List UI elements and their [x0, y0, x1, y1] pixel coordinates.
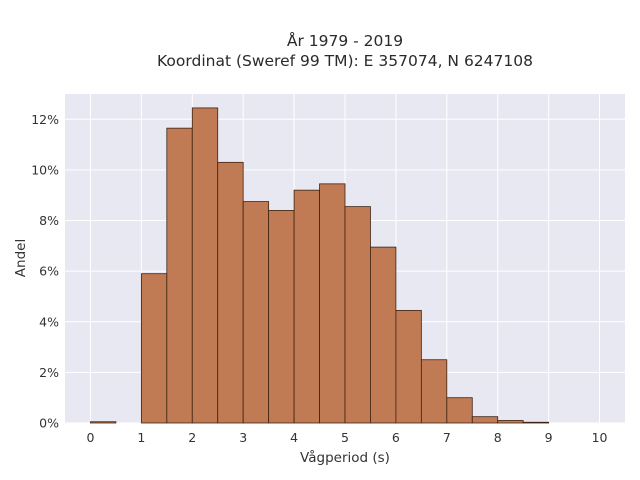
y-tick-label: 8%	[39, 213, 59, 228]
histogram-bar	[242, 201, 270, 424]
y-tick-label: 0%	[39, 416, 59, 431]
x-tick-label: 1	[137, 430, 145, 445]
histogram-bar	[471, 416, 499, 424]
x-axis-ticks: 0 1 2 3 4 5 6 7 8 9 10	[86, 430, 607, 445]
histogram-bars	[90, 107, 550, 424]
x-tick-label: 0	[86, 430, 94, 445]
x-tick-label: 6	[392, 430, 400, 445]
y-tick-label: 10%	[31, 162, 59, 177]
chart-title-line-1: År 1979 - 2019	[287, 31, 403, 50]
y-tick-label: 6%	[39, 264, 59, 279]
y-tick-label: 4%	[39, 314, 59, 329]
histogram-bar	[522, 421, 550, 424]
y-tick-label: 12%	[31, 112, 59, 127]
histogram-bar	[268, 210, 295, 424]
histogram-bar	[446, 397, 473, 424]
histogram-bar	[293, 189, 320, 424]
x-tick-label: 9	[545, 430, 553, 445]
histogram-bar	[319, 183, 346, 424]
chart-title: År 1979 - 2019 Koordinat (Sweref 99 TM):…	[157, 31, 533, 70]
chart-title-line-2: Koordinat (Sweref 99 TM): E 357074, N 62…	[157, 52, 533, 70]
histogram-bar	[395, 309, 422, 424]
histogram-bar	[166, 127, 193, 424]
x-tick-label: 7	[443, 430, 451, 445]
histogram-bar	[420, 359, 448, 424]
histogram-bar	[90, 421, 117, 424]
x-tick-label: 2	[188, 430, 196, 445]
x-tick-label: 3	[239, 430, 247, 445]
y-axis-ticks: 0% 2% 4% 6% 8% 10% 12%	[31, 112, 59, 431]
histogram-bar	[344, 206, 371, 424]
histogram-bar	[140, 273, 168, 424]
x-tick-label: 5	[341, 430, 349, 445]
x-tick-label: 4	[290, 430, 298, 445]
y-axis-title: Andel	[13, 239, 29, 277]
y-tick-label: 2%	[39, 365, 59, 380]
histogram-bar	[497, 420, 524, 424]
x-tick-label: 8	[494, 430, 502, 445]
x-axis-title: Vågperiod (s)	[300, 449, 390, 466]
histogram-bar	[217, 161, 244, 424]
histogram-bar	[370, 246, 397, 424]
x-tick-label: 10	[592, 430, 608, 445]
histogram-bar	[191, 107, 219, 424]
